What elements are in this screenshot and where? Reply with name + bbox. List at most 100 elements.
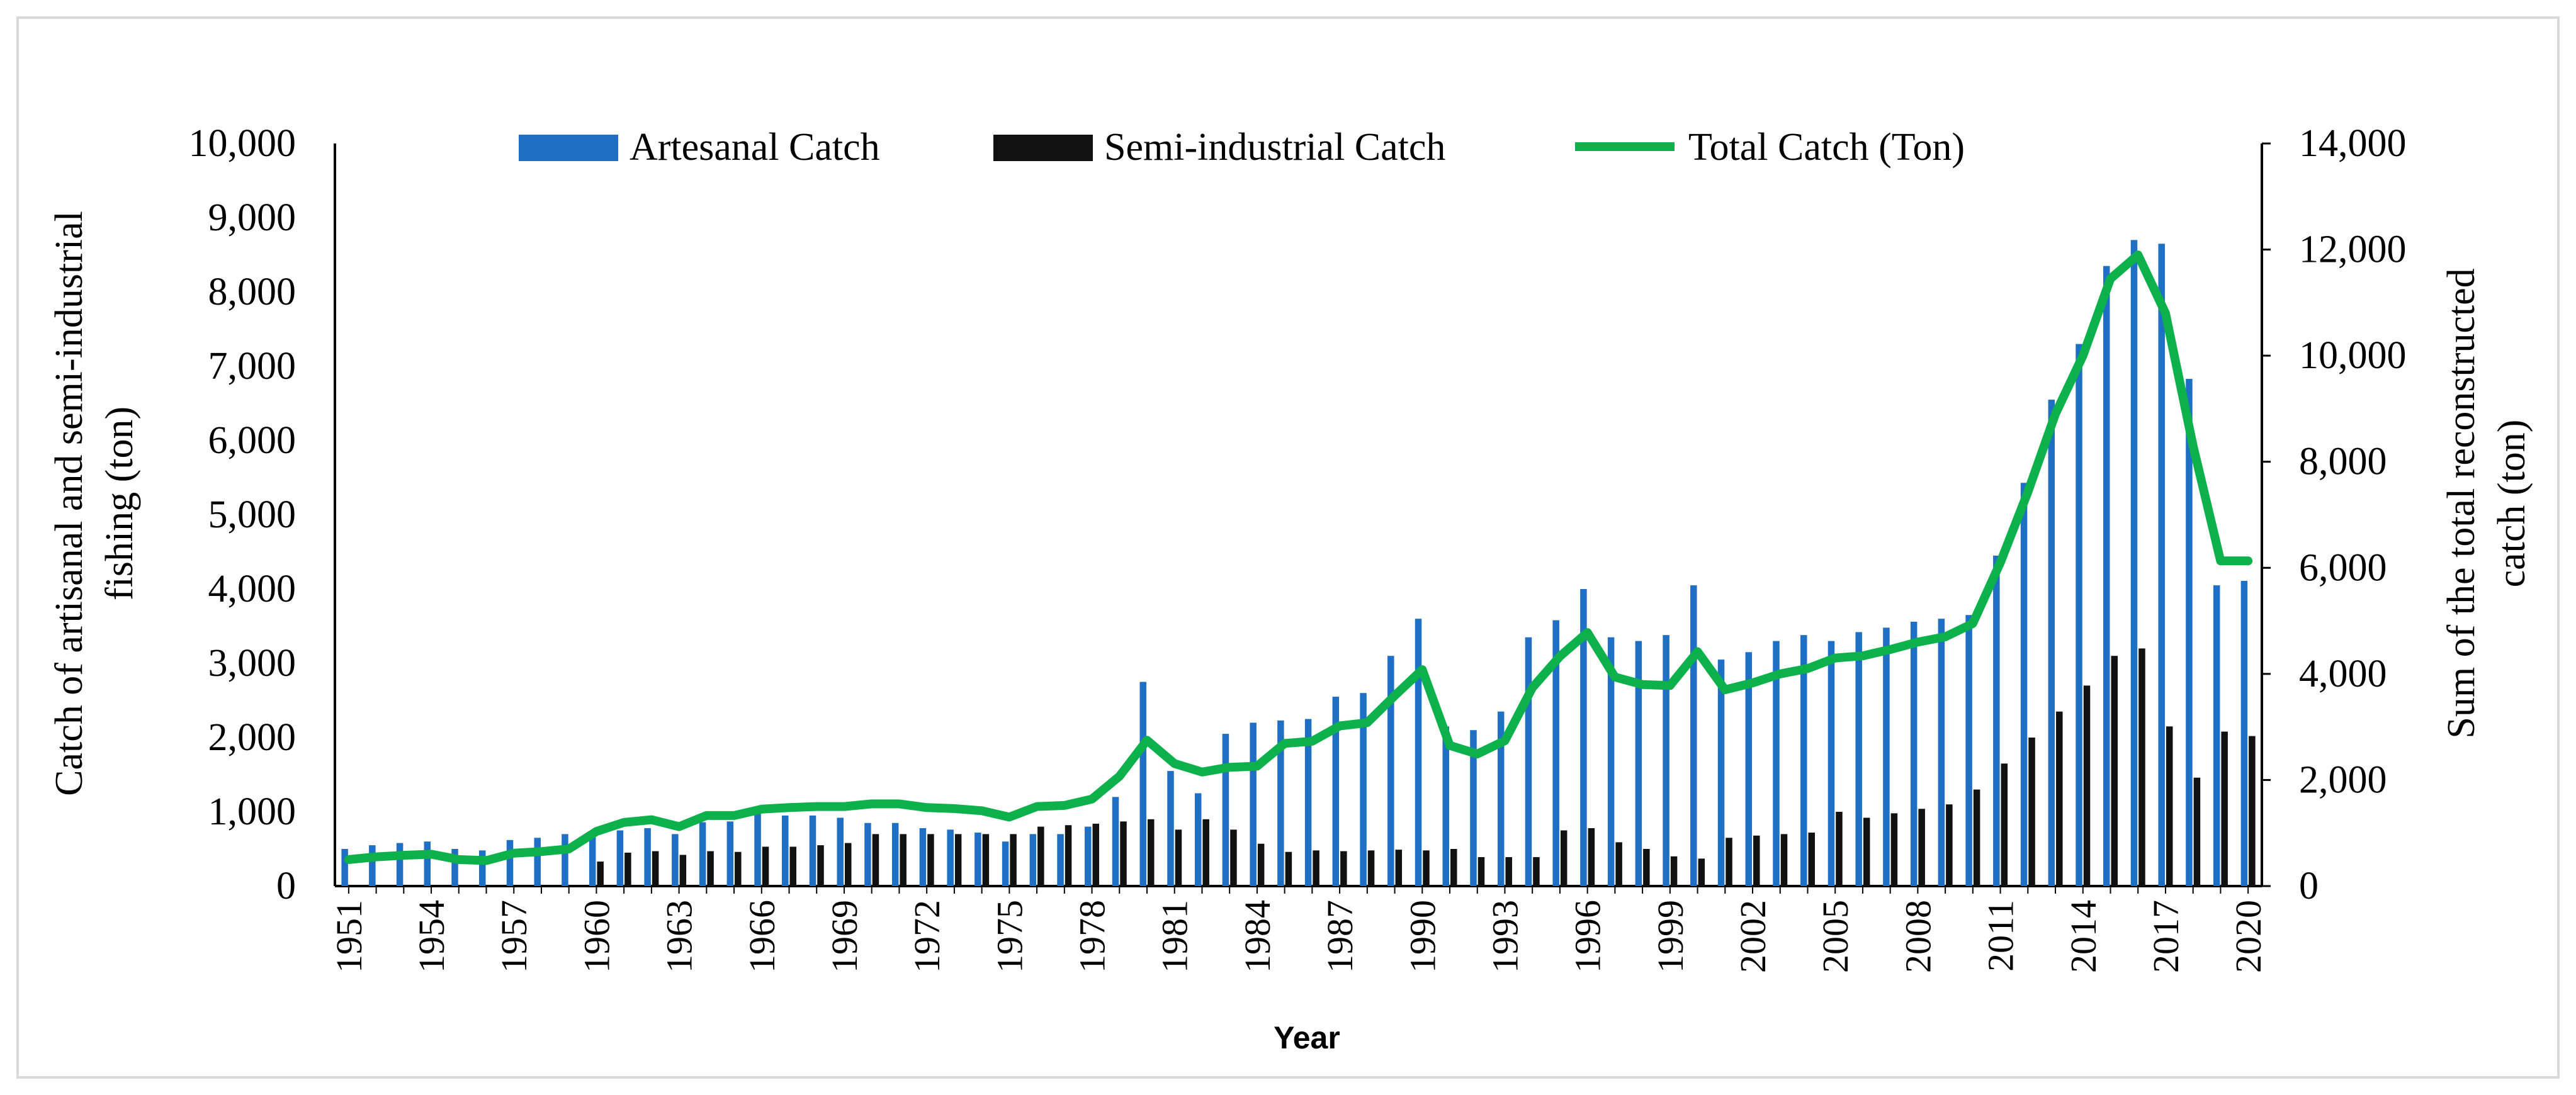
- bar-semi-industrial: [2138, 648, 2145, 886]
- bar-artesanal: [699, 822, 706, 886]
- bar-artesanal: [1827, 641, 1835, 886]
- bar-artesanal: [479, 850, 486, 886]
- bar-semi-industrial: [597, 862, 604, 886]
- bar-semi-industrial: [1588, 828, 1595, 886]
- bar-artesanal: [1029, 834, 1037, 886]
- y-tick-label-left: 10,000: [189, 122, 297, 165]
- y-tick-label-right: 12,000: [2299, 228, 2407, 271]
- legend-swatch-artesanal: [519, 135, 618, 161]
- x-tick-label: 1969: [824, 900, 865, 973]
- legend: Artesanal Catch Semi-industrial Catch To…: [519, 126, 1965, 169]
- bar-semi-industrial: [844, 843, 852, 886]
- bar-semi-industrial: [982, 834, 990, 886]
- line-total-catch: [344, 250, 2253, 865]
- bar-artesanal: [341, 849, 348, 886]
- bar-semi-industrial: [1010, 834, 1017, 886]
- y-tick-label-right: 14,000: [2299, 122, 2407, 165]
- bar-artesanal: [1194, 793, 1202, 886]
- bar-artesanal: [1360, 693, 1367, 886]
- bar-semi-industrial: [735, 851, 742, 886]
- bar-artesanal: [1442, 726, 1450, 886]
- bar-semi-industrial: [1147, 819, 1155, 886]
- bar-artesanal: [2213, 585, 2220, 886]
- bar-semi-industrial: [1753, 835, 1760, 886]
- bar-semi-industrial: [1946, 804, 1953, 886]
- y-tick-label-left: 7,000: [208, 345, 297, 388]
- bar-semi-industrial: [2221, 731, 2228, 886]
- x-tick-label: 1987: [1319, 900, 1360, 973]
- x-tick-label: 1996: [1568, 900, 1608, 973]
- bar-artesanal: [672, 834, 679, 886]
- bar-artesanal: [424, 841, 431, 886]
- bar-artesanal: [1470, 730, 1477, 886]
- bar-artesanal: [1690, 585, 1697, 886]
- bar-artesanal: [562, 834, 568, 886]
- total-line: [344, 250, 2253, 865]
- bar-artesanal: [2240, 581, 2248, 886]
- bar-artesanal: [1497, 711, 1505, 886]
- bar-semi-industrial: [1973, 789, 1980, 886]
- bar-semi-industrial: [1836, 812, 1843, 886]
- bar-semi-industrial: [1450, 849, 1457, 886]
- bar-artesanal: [919, 828, 927, 886]
- legend-label-semi-industrial: Semi-industrial Catch: [1104, 126, 1445, 169]
- bar-artesanal: [2186, 379, 2193, 886]
- bar-artesanal: [1910, 621, 1918, 886]
- bar-semi-industrial: [1175, 829, 1182, 886]
- x-tick-label: 2008: [1897, 900, 1938, 973]
- bar-artesanal: [1745, 652, 1753, 886]
- combo-chart: 0 1,000 2,000 3,000 4,000 5,000 6,000 7,000 8,00…: [48, 122, 2533, 1055]
- bar-artesanal: [754, 812, 761, 886]
- bar-semi-industrial: [1477, 856, 1485, 886]
- bar-artesanal: [534, 838, 541, 886]
- bar-artesanal: [974, 833, 981, 886]
- bar-semi-industrial: [1285, 851, 1292, 886]
- bar-semi-industrial: [872, 834, 879, 886]
- bar-artesanal: [2130, 240, 2138, 886]
- x-tick-label: 1978: [1072, 900, 1113, 973]
- bar-semi-industrial: [1726, 838, 1732, 886]
- bar-semi-industrial: [2111, 656, 2118, 886]
- x-tick-label: 2002: [1732, 900, 1773, 973]
- bar-semi-industrial: [927, 834, 934, 886]
- y-tick-label-left: 3,000: [208, 642, 297, 685]
- bar-artesanal: [644, 828, 651, 886]
- y-tick-label-left: 2,000: [208, 716, 297, 759]
- y-tick-label-left: 0: [276, 865, 296, 907]
- x-tick-label: 1990: [1402, 900, 1443, 973]
- x-tick-label: 1951: [329, 900, 370, 973]
- y-tick-label-right: 10,000: [2299, 334, 2407, 377]
- chart-frame: 0 1,000 2,000 3,000 4,000 5,000 6,000 7,000 8,00…: [16, 16, 2560, 1079]
- bar-artesanal: [1525, 637, 1532, 886]
- bar-artesanal: [616, 830, 624, 886]
- bar-artesanal: [589, 834, 596, 886]
- bar-semi-industrial: [1367, 850, 1375, 886]
- bar-artesanal: [1965, 615, 1972, 886]
- legend-label-total: Total Catch (Ton): [1688, 126, 1965, 169]
- bar-semi-industrial: [1230, 829, 1237, 886]
- bar-artesanal: [1938, 619, 1945, 886]
- bar-semi-industrial: [2166, 726, 2173, 886]
- bar-artesanal: [369, 845, 376, 886]
- bar-artesanal: [1552, 620, 1559, 886]
- x-tick-label: 1960: [576, 900, 617, 973]
- bar-semi-industrial: [1863, 817, 1870, 886]
- bar-artesanal: [1773, 641, 1780, 886]
- y-tick-label-left: 8,000: [208, 271, 297, 313]
- x-axis-title: Year: [1274, 1020, 1340, 1055]
- x-tick-label: 1984: [1237, 900, 1278, 973]
- bar-artesanal: [506, 840, 514, 886]
- y-axis-left-title-line1: Catch of artisanal and semi-industrial: [48, 211, 91, 796]
- bar-artesanal: [1304, 719, 1312, 886]
- bar-semi-industrial: [1395, 850, 1403, 886]
- bar-artesanal: [809, 815, 816, 886]
- bar-artesanal: [726, 821, 734, 886]
- bar-semi-industrial: [817, 845, 824, 886]
- bar-semi-industrial: [1560, 830, 1568, 886]
- bar-artesanal: [1635, 641, 1642, 886]
- bar-artesanal: [1580, 589, 1587, 886]
- x-tick-label: 1999: [1650, 900, 1691, 973]
- x-tick-label: 2020: [2228, 900, 2269, 973]
- bar-artesanal: [1332, 697, 1340, 886]
- bar-artesanal: [2158, 244, 2165, 886]
